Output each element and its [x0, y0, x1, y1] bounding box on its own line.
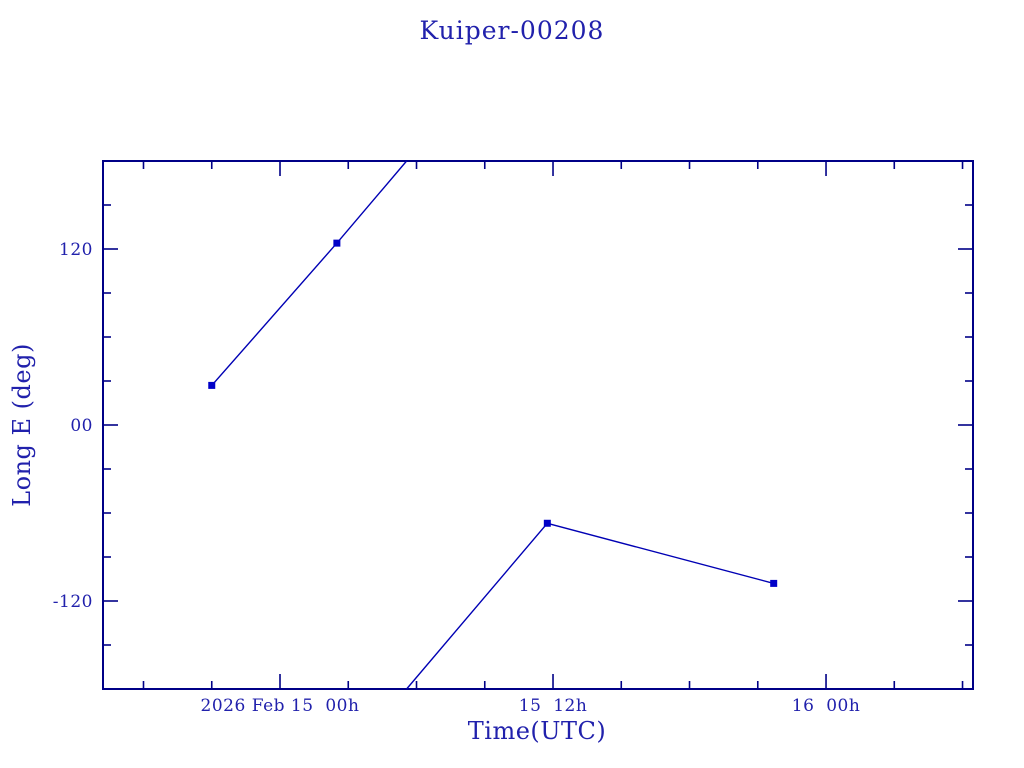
y-tick-label: -120 [53, 592, 93, 612]
series-line [211, 160, 408, 386]
x-axis-label: Time(UTC) [468, 717, 606, 745]
data-point-marker [333, 239, 341, 247]
x-tick-label: 2026 Feb 15 00h [201, 696, 360, 716]
chart-title: Kuiper-00208 [420, 16, 605, 45]
y-tick-label: 00 [70, 416, 93, 436]
plot-frame [102, 160, 974, 690]
series-line [406, 522, 774, 690]
data-point-marker [770, 579, 778, 587]
x-tick-label: 15 12h [519, 696, 588, 716]
y-tick-label: 120 [59, 240, 93, 260]
y-axis-label: Long E (deg) [8, 343, 36, 507]
x-tick-label: 16 00h [792, 696, 861, 716]
data-point-marker [208, 381, 216, 389]
data-point-marker [543, 519, 551, 527]
plot-layer: 2026 Feb 15 00h 15 12h 16 00h 120 00 -120 [53, 160, 974, 716]
